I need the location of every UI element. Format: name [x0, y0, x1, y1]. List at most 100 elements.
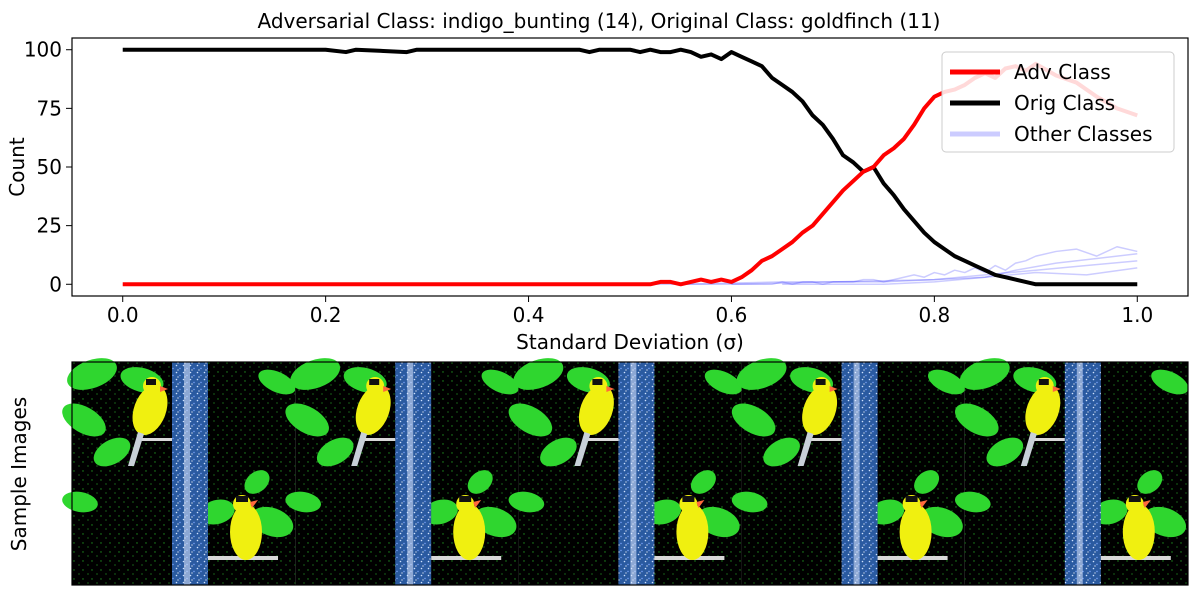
goldfinch-tail: [1020, 432, 1037, 466]
leaf: [62, 491, 98, 513]
perch: [807, 438, 842, 441]
leaf: [1137, 470, 1163, 494]
legend-frame: [941, 51, 1175, 153]
legend: Adv Class Orig Class Other Classes: [941, 51, 1175, 153]
sample-image-tile: [285, 358, 519, 585]
goldfinch-beak: [473, 500, 482, 508]
goldfinch-beak: [250, 500, 258, 508]
goldfinch-cap: [146, 379, 156, 385]
goldfinch-body: [899, 504, 932, 560]
sample-image-tile: [508, 358, 743, 585]
goldfinch-cap: [905, 496, 918, 502]
goldfinch-beak: [829, 386, 838, 392]
other-class-trace: [782, 253, 1138, 286]
perch: [361, 438, 396, 441]
goldfinch-cap: [682, 496, 695, 502]
leaf: [508, 403, 553, 437]
feeder-pole-highlight: [853, 362, 860, 585]
leaf: [1151, 369, 1189, 395]
goldfinch-beak: [919, 500, 928, 508]
ticks-layer: 0.0 0.2 0.4 0.6 0.8 1.0 0 25 50 75 100: [24, 38, 1153, 327]
leaf: [959, 358, 1010, 390]
x-tick-label: 0.6: [716, 303, 748, 327]
y-tick-label: 0: [49, 272, 62, 296]
goldfinch-body: [802, 384, 838, 436]
leaf: [508, 491, 545, 513]
perch: [1030, 438, 1065, 441]
goldfinch-beak: [606, 386, 615, 392]
goldfinch-cap: [1128, 496, 1141, 502]
x-tick-label: 0.2: [310, 303, 342, 327]
goldfinch-cap: [592, 379, 603, 385]
goldfinch-body: [1025, 384, 1061, 436]
leaf: [62, 403, 106, 437]
y-tick-label: 50: [37, 155, 62, 179]
goldfinch-tail: [351, 432, 368, 466]
x-axis-label: Standard Deviation (σ): [516, 330, 744, 354]
goldfinch-body: [453, 504, 486, 560]
goldfinch-tail: [128, 432, 144, 466]
chart-title: Adversarial Class: indigo_bunting (14), …: [258, 9, 941, 33]
y-tick-label: 100: [24, 38, 62, 62]
leaf: [285, 491, 322, 513]
goldfinch-body: [676, 504, 709, 560]
sample-image-tile: [731, 358, 966, 585]
goldfinch-body: [132, 384, 168, 436]
leaf: [422, 499, 458, 525]
feeder-pole-highlight: [407, 362, 414, 585]
perch: [584, 438, 619, 441]
leaf: [481, 369, 519, 395]
goldfinch-cap: [369, 379, 380, 385]
leaf: [736, 358, 787, 390]
leaf: [513, 358, 564, 390]
y-tick-label: 75: [37, 96, 62, 120]
feeder-pole-highlight: [184, 362, 190, 585]
leaf: [258, 369, 296, 395]
y-axis-label: Count: [5, 137, 29, 197]
leaf: [244, 470, 270, 494]
strip-frame: [71, 361, 1189, 586]
leaf: [645, 499, 682, 525]
feeder-pole-highlight: [1076, 362, 1083, 585]
y-tick-label: 25: [37, 214, 62, 238]
x-tick-label: 1.0: [1121, 303, 1153, 327]
goldfinch-body: [230, 504, 262, 560]
leaf: [67, 358, 117, 390]
goldfinch-beak: [1052, 386, 1061, 392]
goldfinch-cap: [459, 496, 472, 502]
sample-images-strip: Sample Images: [7, 358, 1189, 586]
series-line-orig-class: [122, 47, 1138, 287]
leaf: [690, 470, 716, 494]
goldfinch-beak: [1142, 500, 1151, 508]
other-class-trace: [731, 267, 1138, 286]
goldfinch-cap: [815, 379, 826, 385]
goldfinch-beak: [383, 386, 392, 392]
leaf: [704, 369, 743, 395]
legend-label: Adv Class: [1014, 60, 1111, 84]
goldfinch-cap: [1038, 379, 1049, 385]
leaf: [954, 491, 991, 513]
feeder-pole-highlight: [630, 362, 637, 585]
goldfinch-body: [1122, 504, 1155, 560]
leaf: [763, 437, 800, 467]
leaf: [290, 358, 341, 390]
leaf: [316, 437, 354, 467]
sample-image-tile: [62, 358, 296, 585]
leaf: [285, 403, 329, 437]
goldfinch-body: [355, 384, 391, 436]
series-line-other-classes: [122, 245, 1138, 286]
legend-label: Other Classes: [1014, 122, 1153, 146]
leaf: [955, 403, 999, 437]
goldfinch-cap: [236, 496, 248, 502]
leaf: [1092, 499, 1128, 525]
leaf: [731, 403, 776, 437]
goldfinch-tail: [574, 432, 591, 466]
x-tick-label: 0.8: [918, 303, 950, 327]
leaf: [914, 470, 940, 494]
goldfinch-body: [578, 384, 614, 436]
strip-y-label: Sample Images: [7, 397, 31, 551]
perch: [138, 438, 172, 441]
leaf: [540, 437, 577, 467]
goldfinch-beak: [696, 500, 705, 508]
leaf: [199, 499, 235, 525]
